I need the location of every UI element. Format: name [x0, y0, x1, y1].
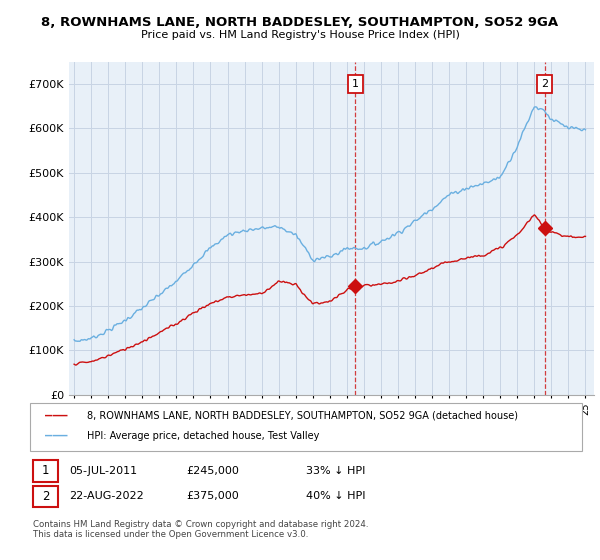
Text: 8, ROWNHAMS LANE, NORTH BADDESLEY, SOUTHAMPTON, SO52 9GA: 8, ROWNHAMS LANE, NORTH BADDESLEY, SOUTH… — [41, 16, 559, 29]
Text: Contains HM Land Registry data © Crown copyright and database right 2024.
This d: Contains HM Land Registry data © Crown c… — [33, 520, 368, 539]
Text: 40% ↓ HPI: 40% ↓ HPI — [306, 491, 365, 501]
Text: 2: 2 — [42, 489, 49, 503]
Text: £245,000: £245,000 — [186, 466, 239, 476]
Text: ———: ——— — [45, 429, 67, 442]
Text: ———: ——— — [45, 409, 67, 422]
Text: 22-AUG-2022: 22-AUG-2022 — [69, 491, 144, 501]
Text: 2: 2 — [541, 79, 548, 89]
Text: 33% ↓ HPI: 33% ↓ HPI — [306, 466, 365, 476]
Text: HPI: Average price, detached house, Test Valley: HPI: Average price, detached house, Test… — [87, 431, 319, 441]
Text: 8, ROWNHAMS LANE, NORTH BADDESLEY, SOUTHAMPTON, SO52 9GA (detached house): 8, ROWNHAMS LANE, NORTH BADDESLEY, SOUTH… — [87, 410, 518, 421]
Text: 1: 1 — [352, 79, 359, 89]
Text: 05-JUL-2011: 05-JUL-2011 — [69, 466, 137, 476]
Text: 1: 1 — [42, 464, 49, 478]
Text: Price paid vs. HM Land Registry's House Price Index (HPI): Price paid vs. HM Land Registry's House … — [140, 30, 460, 40]
Text: £375,000: £375,000 — [186, 491, 239, 501]
